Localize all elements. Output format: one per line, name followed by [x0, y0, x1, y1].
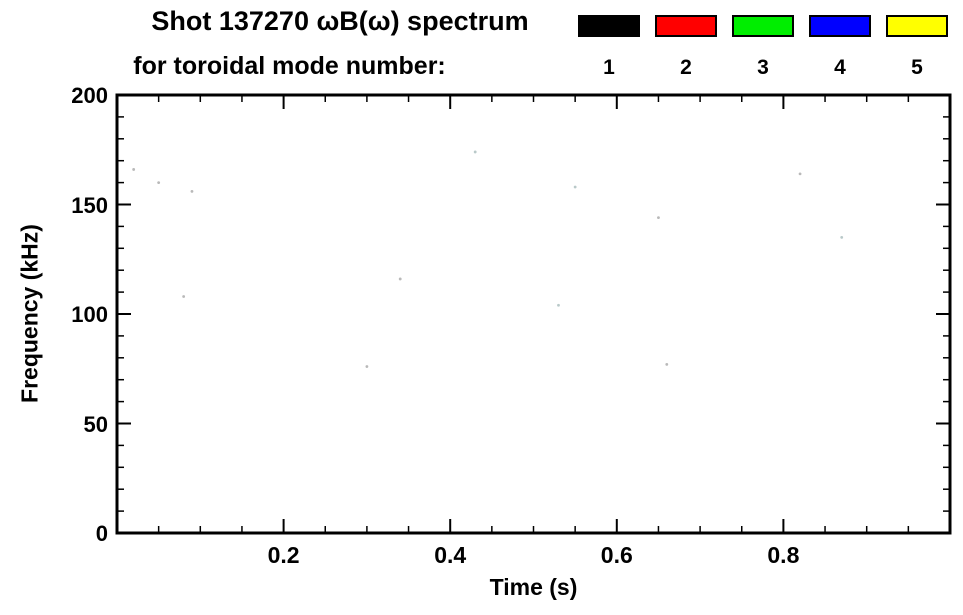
y-tick-label-200: 200 — [71, 83, 108, 108]
legend-swatch-2 — [655, 15, 717, 37]
legend-color-swatches — [578, 15, 948, 37]
data-point — [365, 365, 369, 368]
legend-swatch-1 — [578, 15, 640, 37]
x-axis-title: Time (s) — [489, 574, 578, 600]
data-point — [398, 277, 402, 281]
y-tick-label-0: 0 — [95, 521, 108, 546]
y-tick-label-150: 150 — [71, 192, 108, 218]
legend-swatch-5 — [886, 15, 948, 37]
y-axis-title: Frequency (kHz) — [16, 224, 43, 403]
legend-label-1: 1 — [603, 56, 615, 79]
legend-label-2: 2 — [680, 56, 692, 79]
y-tick-label-50: 50 — [83, 411, 108, 437]
data-point — [557, 303, 560, 307]
x-tick-label-0.6: 0.6 — [600, 542, 633, 568]
data-point — [473, 150, 477, 154]
data-point — [182, 295, 186, 298]
plot-title-line2: for toroidal mode number: — [133, 52, 446, 80]
legend-label-3: 3 — [757, 56, 769, 79]
x-tick-label-0.4: 0.4 — [434, 542, 467, 568]
y-tick-label-100: 100 — [71, 302, 108, 327]
x-tick-label-0.8: 0.8 — [767, 542, 800, 568]
data-point — [840, 235, 844, 239]
legend-mode-numbers: 1 2 3 4 5 — [578, 56, 948, 80]
data-point — [157, 181, 161, 185]
legend-swatch-4 — [809, 15, 871, 37]
legend-label-4: 4 — [834, 56, 846, 79]
data-point — [573, 185, 577, 189]
legend-label-5: 5 — [911, 56, 923, 79]
data-point — [657, 216, 660, 220]
data-point — [190, 189, 194, 193]
data-point — [132, 168, 136, 171]
plot-title-line1: Shot 137270 ωB(ω) spectrum — [151, 6, 529, 36]
legend-swatch-3 — [732, 15, 794, 37]
x-tick-label-0.2: 0.2 — [267, 542, 300, 568]
data-point — [665, 362, 669, 366]
data-point — [798, 172, 802, 176]
